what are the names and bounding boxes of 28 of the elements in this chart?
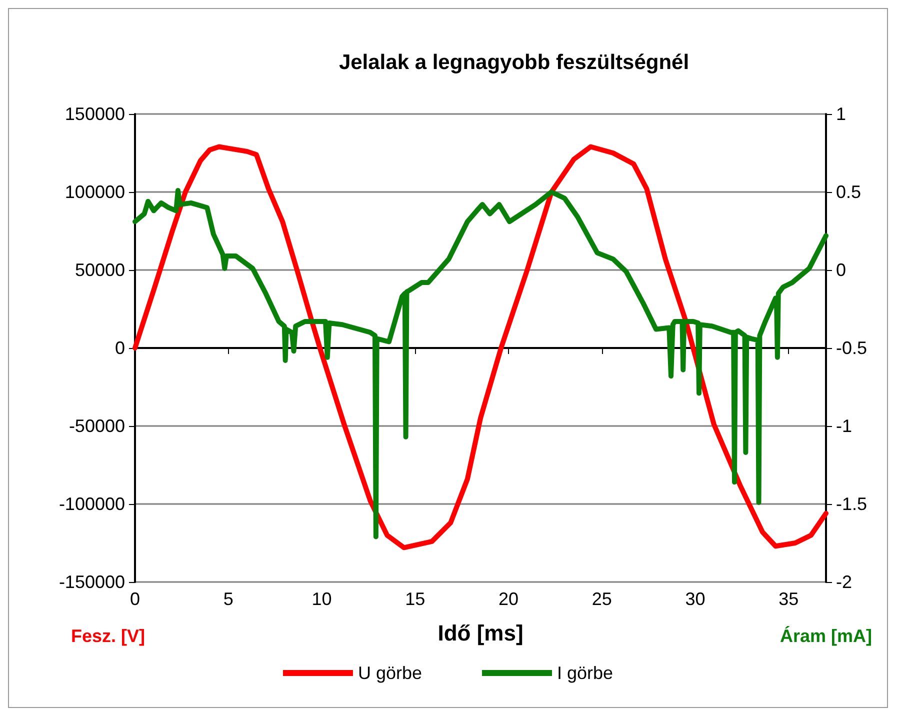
x-tick-label: 0 <box>130 589 140 609</box>
y-tick-label: 100000 <box>64 182 125 202</box>
y2-tick-label: 0 <box>836 260 846 280</box>
y-tick-label: 150000 <box>64 104 125 124</box>
x-tick-label: 20 <box>498 589 519 609</box>
y-tick-label: 0 <box>114 338 125 358</box>
legend-label: U görbe <box>358 663 422 683</box>
y2-axis-title: Áram [mA] <box>780 626 872 646</box>
x-tick-label: 35 <box>778 589 799 609</box>
x-tick-label: 10 <box>312 589 332 609</box>
y2-tick-label: -2 <box>836 572 852 592</box>
y2-tick-label: -1.5 <box>836 494 868 514</box>
y-tick-label: -100000 <box>58 494 125 514</box>
y-tick-label: -150000 <box>58 572 125 592</box>
x-tick-label: 25 <box>592 589 612 609</box>
legend-label: I görbe <box>557 663 614 683</box>
y-tick-label: -50000 <box>68 416 125 436</box>
x-tick-label: 30 <box>685 589 706 609</box>
x-axis-title: Idő [ms] <box>438 620 524 646</box>
y2-tick-label: 1 <box>836 104 846 124</box>
x-tick-label: 15 <box>405 589 426 609</box>
y2-tick-label: 0.5 <box>836 182 862 202</box>
y2-tick-label: -0.5 <box>836 338 868 358</box>
y2-tick-label: -1 <box>836 416 852 436</box>
y-tick-label: 50000 <box>74 260 125 280</box>
x-tick-label: 5 <box>223 589 234 609</box>
chart-title: Jelalak a legnagyobb feszültségnél <box>338 51 690 74</box>
y-axis-title: Fesz. [V] <box>70 626 145 646</box>
